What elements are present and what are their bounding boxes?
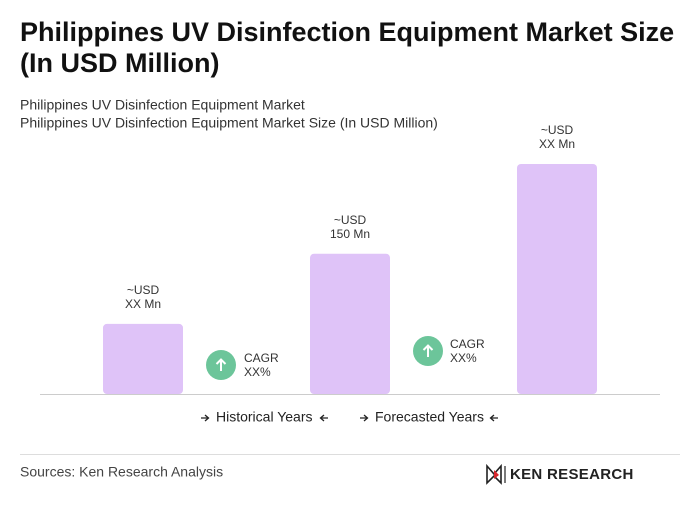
logo-text: KEN RESEARCH: [510, 466, 634, 483]
legend-arrow: [319, 414, 328, 422]
cagr-arrow: [215, 358, 227, 371]
bar: [310, 253, 390, 394]
chart-title: Philippines UV Disinfection Equipment Ma…: [20, 17, 675, 78]
bar: [517, 164, 597, 394]
legend-label: Forecasted Years: [375, 409, 484, 425]
bar: [103, 323, 183, 394]
value-label: ~USD: [127, 283, 160, 297]
value-label: 150 Mn: [330, 227, 370, 241]
cagr-value: XX%: [244, 365, 271, 379]
subtitle: Philippines UV Disinfection Equipment Ma…: [20, 97, 305, 113]
subtitle: Philippines UV Disinfection Equipment Ma…: [20, 115, 438, 131]
value-label: XX Mn: [125, 297, 161, 311]
cagr-label: CAGR: [244, 351, 279, 365]
legend-arrow: [489, 414, 498, 422]
legend-label: Historical Years: [216, 409, 313, 425]
cagr-arrow: [422, 344, 434, 357]
legend-arrow: [360, 414, 369, 422]
value-label: XX Mn: [539, 137, 575, 151]
legend-arrow: [201, 414, 210, 422]
source: Sources: Ken Research Analysis: [20, 464, 223, 480]
logo-accent: [494, 470, 499, 479]
value-label: ~USD: [334, 213, 367, 227]
cagr-label: CAGR: [450, 337, 485, 351]
cagr-value: XX%: [450, 351, 477, 365]
value-label: ~USD: [541, 123, 574, 137]
